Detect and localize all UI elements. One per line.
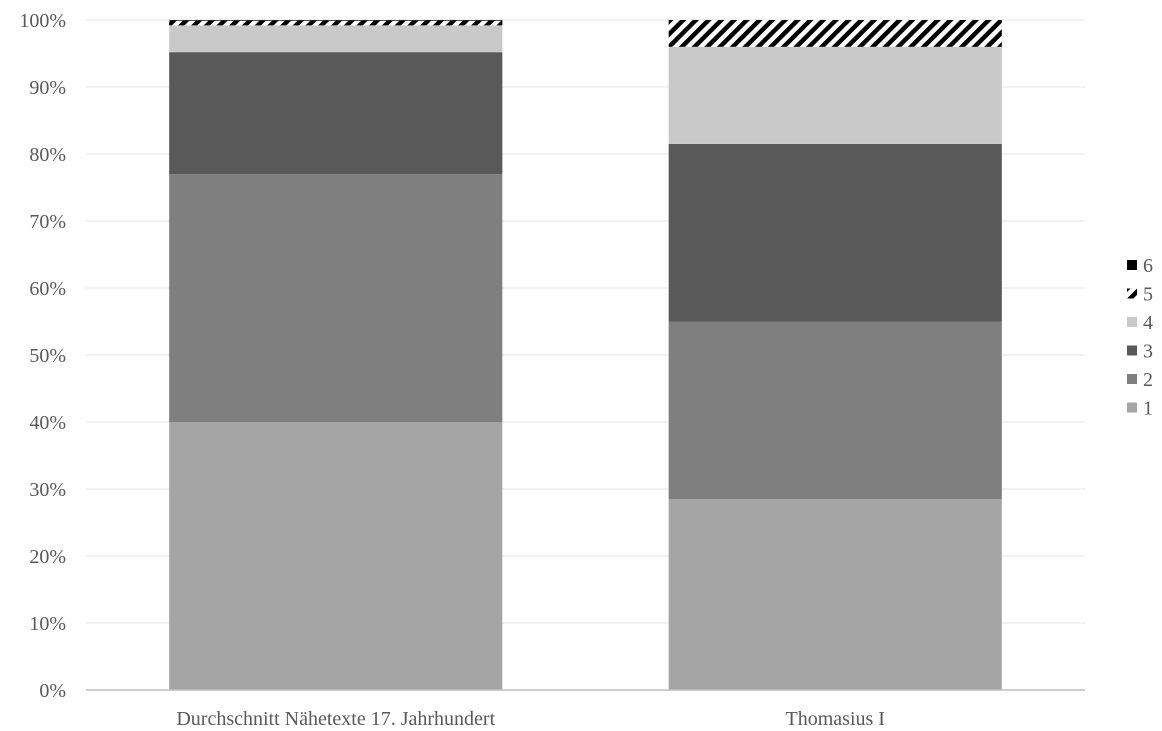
y-tick-label: 60%	[29, 278, 66, 300]
legend-swatch-4	[1127, 317, 1137, 327]
bar-segment-series-2	[169, 174, 503, 422]
x-category-label: Durchschnitt Nähetexte 17. Jahrhundert	[176, 708, 495, 730]
y-axis-tick-labels: 0% 10% 20% 30% 40% 50% 60% 70% 80% 90% 100%	[19, 10, 66, 702]
bars	[169, 20, 1002, 690]
legend-swatch-1	[1127, 402, 1137, 413]
y-tick-label: 30%	[29, 479, 66, 501]
legend-swatch-6	[1127, 260, 1137, 270]
y-tick-label: 0%	[39, 680, 66, 702]
y-tick-label: 70%	[29, 211, 66, 233]
y-tick-label: 10%	[29, 613, 66, 635]
legend-label: 2	[1143, 369, 1153, 391]
bar-segment-series-1	[169, 422, 503, 690]
y-tick-label: 80%	[29, 144, 66, 166]
x-axis-category-labels: Durchschnitt Nähetexte 17. Jahrhundert Th…	[176, 708, 885, 730]
legend-label: 6	[1143, 255, 1153, 277]
legend: 6 5 4 3 2 1	[1127, 255, 1153, 420]
bar-segment-series-6	[169, 20, 503, 21]
bar-segment-series-4	[169, 25, 503, 53]
legend-label: 5	[1143, 284, 1153, 306]
y-tick-label: 100%	[19, 10, 66, 32]
x-category-label: Thomasius I	[786, 708, 885, 730]
y-tick-label: 40%	[29, 412, 66, 434]
bar-segment-series-3	[668, 143, 1002, 322]
legend-label: 1	[1143, 398, 1153, 420]
legend-label: 3	[1143, 341, 1153, 363]
y-tick-label: 90%	[29, 77, 66, 99]
bar-segment-series-4	[668, 46, 1002, 144]
y-tick-label: 20%	[29, 546, 66, 568]
bar-segment-series-1	[668, 499, 1002, 690]
bar-segment-series-5	[169, 20, 503, 26]
bar-segment-series-5	[668, 20, 1002, 47]
bar-segment-series-2	[668, 321, 1002, 500]
legend-label: 4	[1143, 312, 1153, 334]
bar-segment-series-3	[169, 52, 503, 175]
y-tick-label: 50%	[29, 345, 66, 367]
legend-swatch-2	[1127, 374, 1137, 384]
legend-swatch-3	[1127, 345, 1137, 356]
legend-swatch-5	[1127, 288, 1137, 299]
